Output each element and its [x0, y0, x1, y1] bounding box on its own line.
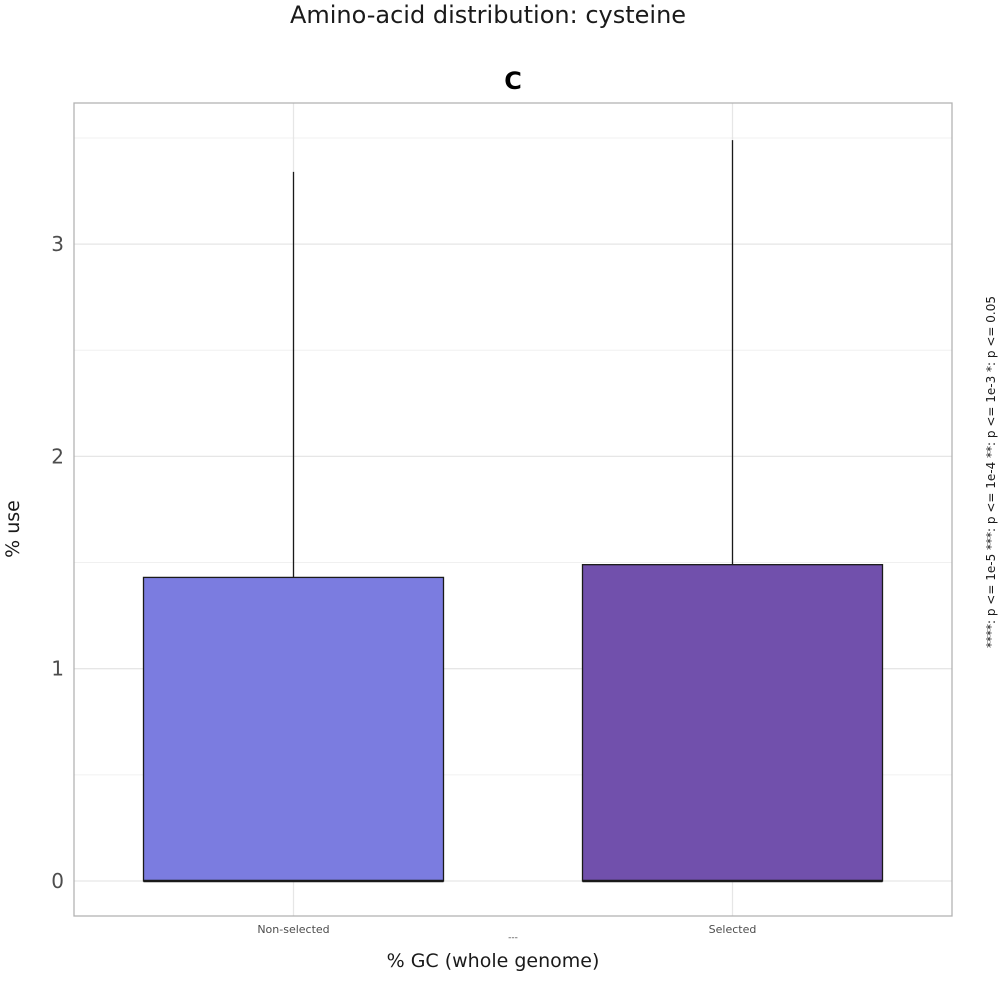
y-tick-label: 2: [51, 444, 64, 468]
x-axis-sublabel: ---: [508, 933, 518, 943]
y-tick-label: 0: [51, 869, 64, 893]
bar-selected: [581, 564, 884, 882]
bar-non-selected: [142, 576, 445, 882]
chart-title: Amino-acid distribution: cysteine: [290, 1, 686, 29]
plot-area: Non-selected Selected 0 1 2 3: [51, 102, 953, 936]
x-tick-label: Selected: [709, 923, 757, 936]
x-tick-label: Non-selected: [257, 923, 329, 936]
y-tick-label: 1: [51, 657, 64, 681]
significance-legend: ****: p <= 1e-5 ***: p <= 1e-4 **: p <= …: [984, 296, 998, 648]
x-axis-label: % GC (whole genome): [387, 950, 600, 972]
panel-border: [73, 102, 953, 917]
y-axis-label: % use: [2, 500, 24, 558]
panel-title: C: [504, 67, 522, 95]
y-tick-label: 3: [51, 232, 64, 256]
